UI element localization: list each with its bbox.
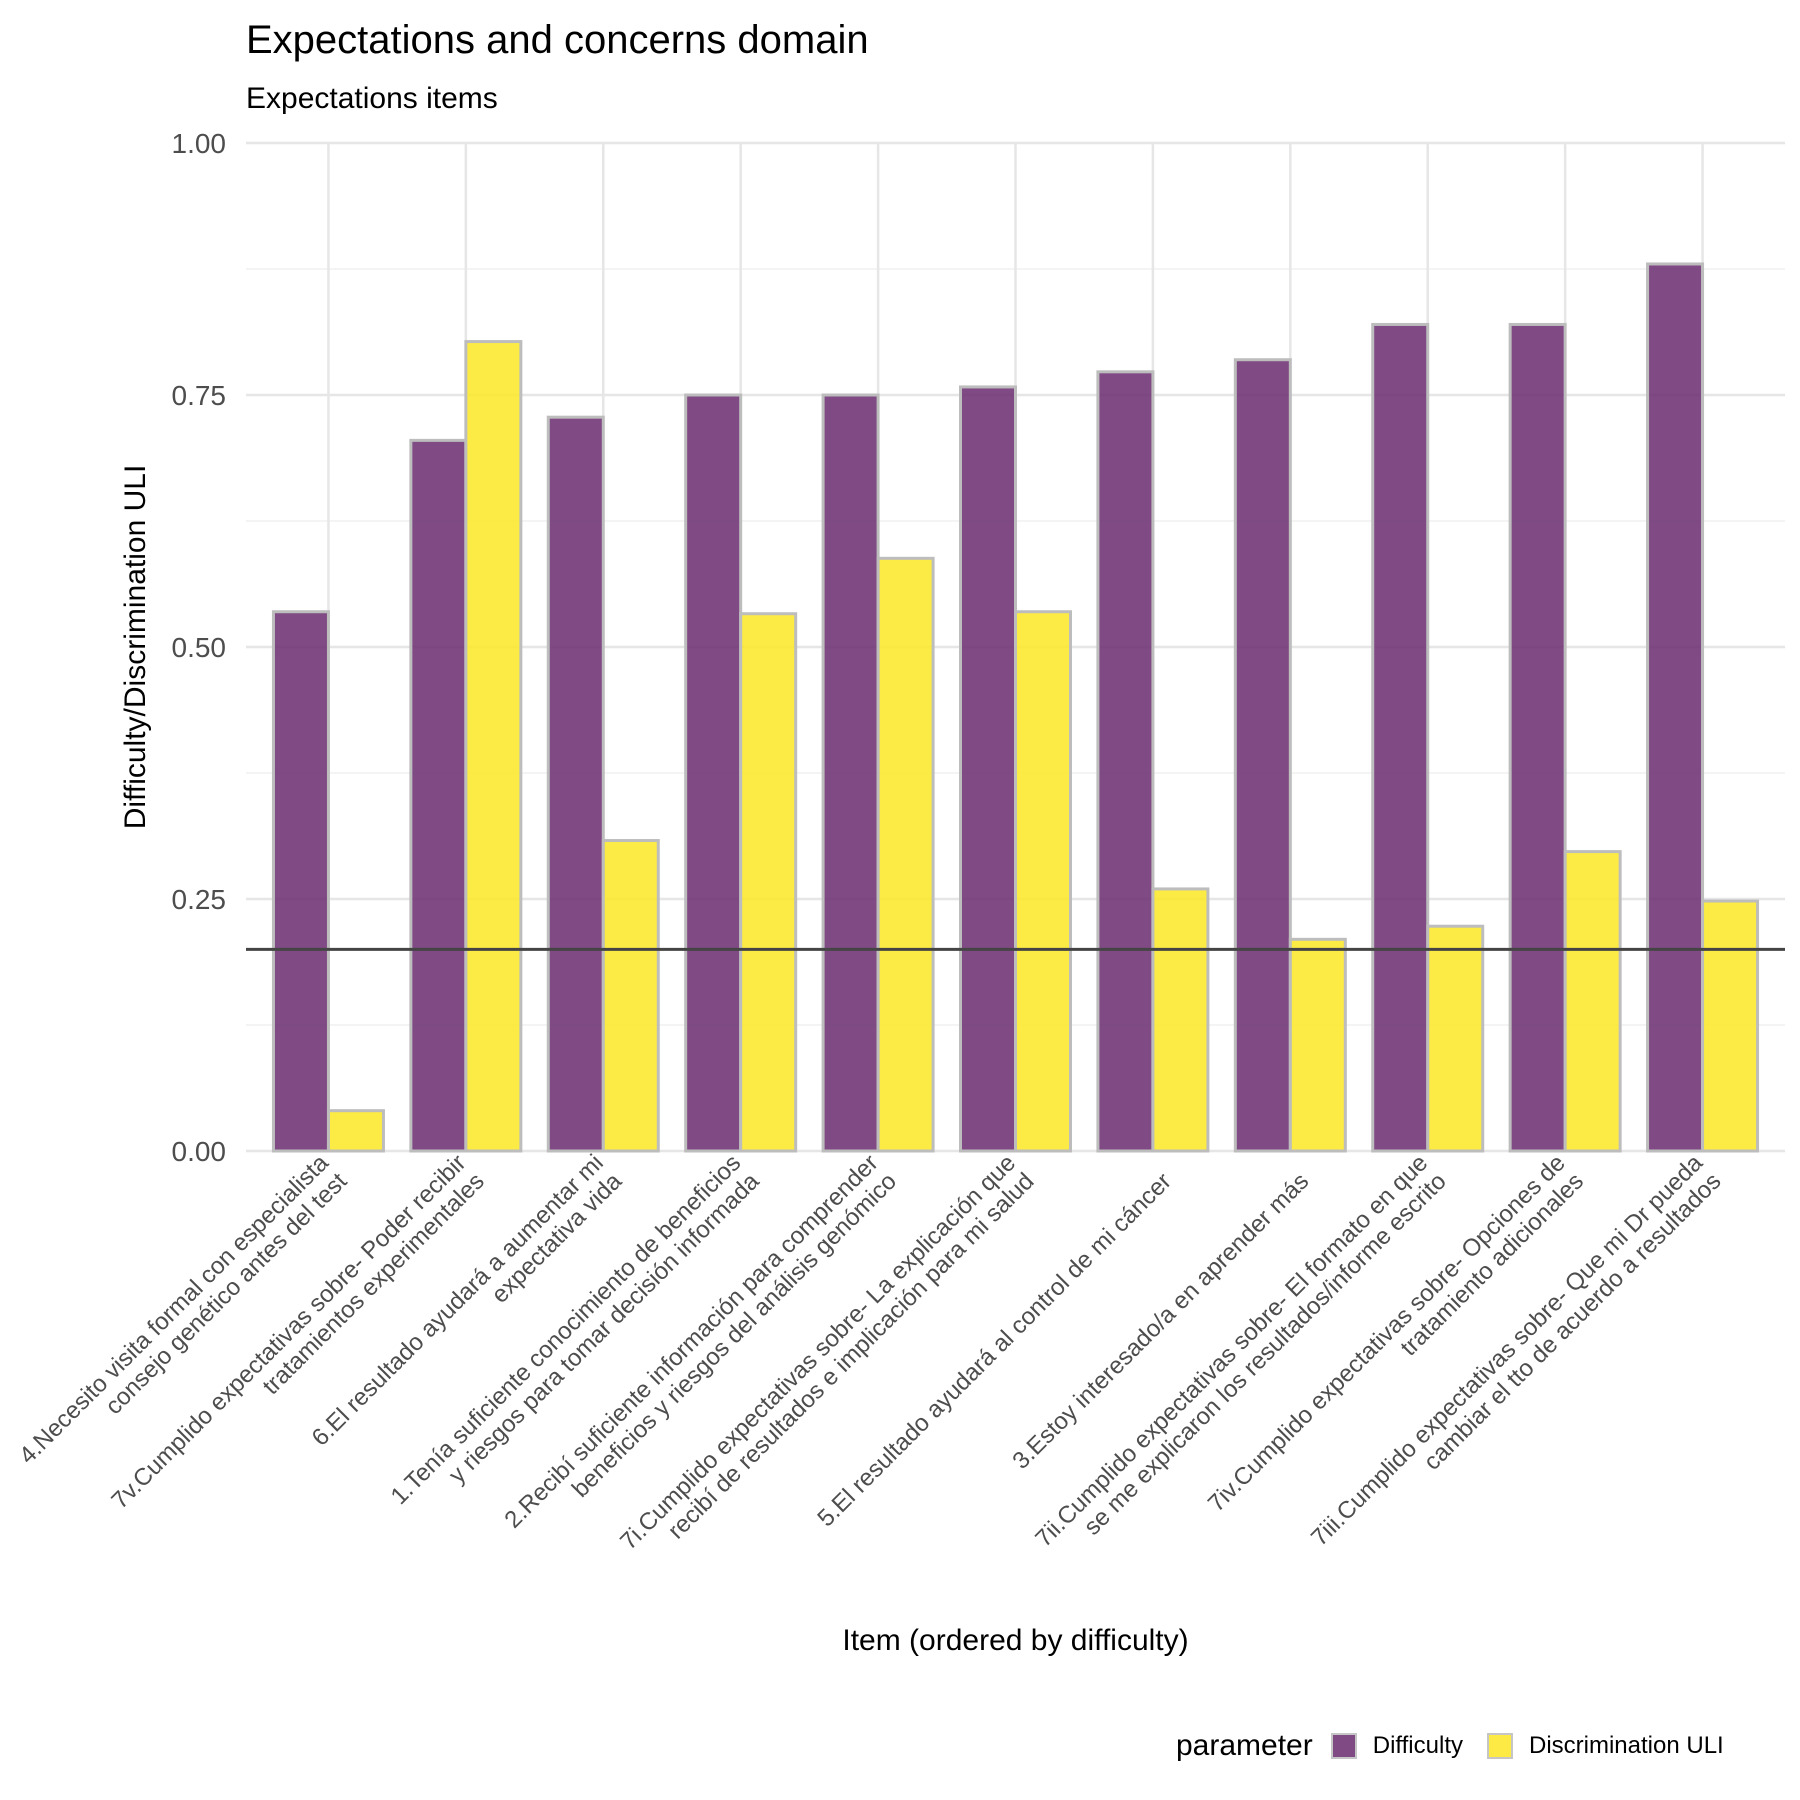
bar-discrimination [326,1109,385,1153]
chart-subtitle: Expectations items [246,82,498,115]
legend-title: parameter [1176,1729,1313,1762]
bar-difficulty [271,610,330,1153]
legend-item-difficulty: Difficulty [1330,1732,1463,1760]
x-tick-label: 7ii.Cumplido expectativas sobre- El form… [1030,1149,1451,1570]
legend-swatch-difficulty [1330,1733,1357,1759]
bar-difficulty [959,385,1017,1153]
bar-difficulty [409,438,468,1153]
legend-label-difficulty: Difficulty [1372,1732,1463,1759]
bar-discrimination [1563,850,1622,1153]
bar-difficulty [1233,358,1292,1153]
bar-discrimination [1014,610,1072,1153]
bar-difficulty [821,393,880,1153]
y-tick-label: 0.00 [172,1136,227,1167]
bar-difficulty [684,393,743,1153]
bar-discrimination [1288,937,1347,1153]
bar-difficulty [1646,262,1705,1153]
bar-discrimination [464,340,523,1153]
y-tick-label: 0.50 [172,632,227,663]
x-axis-title: Item (ordered by difficulty) [842,1624,1188,1657]
legend: parameter Difficulty Discrimination ULI [1176,1726,1748,1766]
bar-difficulty [1096,370,1155,1153]
y-tick-label: 0.75 [172,380,227,411]
bar-discrimination [1701,899,1760,1153]
x-tick-label-line: 4.Necesito visita formal con especialist… [14,1149,334,1469]
legend-swatch-discrimination [1486,1733,1513,1759]
x-tick-label-line: cambiar el tto de acuerdo a resultados [1419,1168,1727,1476]
bar-discrimination [876,556,935,1153]
chart-title: Expectations and concerns domain [246,18,869,62]
bar-difficulty [546,415,605,1153]
bar-discrimination [1151,887,1210,1153]
y-tick-label: 1.00 [172,128,227,159]
legend-label-discrimination: Discrimination ULI [1528,1732,1724,1759]
bar-difficulty [1508,322,1567,1153]
y-axis-title: Difficulty/Discrimination ULI [119,465,152,830]
y-tick-label: 0.25 [172,884,227,915]
bar-discrimination [601,839,660,1153]
bar-difficulty [1371,322,1430,1153]
bar-discrimination [739,612,798,1153]
legend-item-discrimination: Discrimination ULI [1486,1732,1724,1760]
bar-discrimination [1426,924,1485,1153]
